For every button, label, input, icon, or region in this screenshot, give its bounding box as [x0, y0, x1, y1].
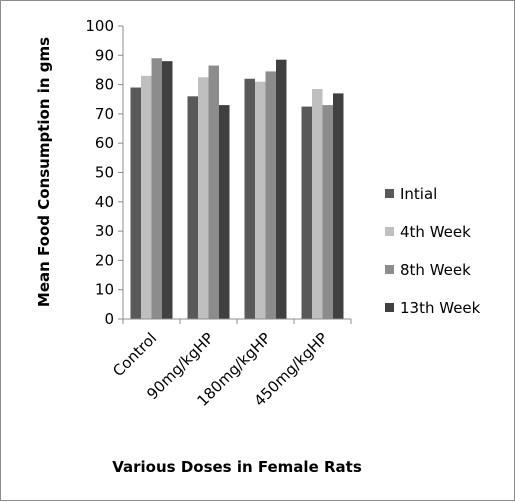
bar: [130, 87, 141, 319]
y-tick-label: 20: [95, 251, 114, 269]
legend-swatch: [385, 189, 394, 198]
y-axis-title: Mean Food Consumption in gms: [35, 37, 53, 307]
y-tick-label: 40: [95, 193, 114, 211]
y-tick-label: 10: [95, 281, 114, 299]
y-tick-label: 90: [95, 46, 114, 64]
bar: [219, 105, 230, 319]
bar: [333, 93, 344, 319]
bar: [187, 96, 198, 319]
bar: [141, 75, 152, 319]
y-tick-label: 100: [85, 17, 114, 35]
y-tick-label: 50: [95, 164, 114, 182]
bar: [255, 81, 266, 319]
bar: [198, 77, 209, 320]
bars: [130, 58, 344, 320]
bar: [162, 61, 173, 319]
y-tick-label: 80: [95, 76, 114, 94]
bar: [301, 106, 312, 319]
y-axis-ticks: 0 10 20 30 40 50 60 70 80 90 100: [85, 17, 123, 328]
x-category-label: Control: [109, 329, 160, 380]
legend-label: Intial: [400, 185, 437, 203]
legend-swatch: [385, 265, 394, 274]
y-tick-label: 60: [95, 134, 114, 152]
bar: [276, 59, 287, 319]
legend: Intial 4th Week 8th Week 13th Week: [385, 185, 481, 317]
y-tick-label: 30: [95, 222, 114, 240]
x-axis-title: Various Doses in Female Rats: [112, 458, 362, 476]
bar: [265, 71, 276, 319]
legend-label: 4th Week: [400, 223, 471, 241]
legend-swatch: [385, 227, 394, 236]
legend-swatch: [385, 303, 394, 312]
bar: [208, 65, 219, 320]
bar: [151, 58, 162, 319]
y-tick-label: 0: [104, 310, 114, 328]
bar: [312, 88, 323, 320]
bar: [244, 78, 255, 320]
legend-label: 8th Week: [400, 261, 471, 279]
legend-label: 13th Week: [400, 299, 481, 317]
bar: [322, 105, 333, 319]
y-tick-label: 70: [95, 105, 114, 123]
